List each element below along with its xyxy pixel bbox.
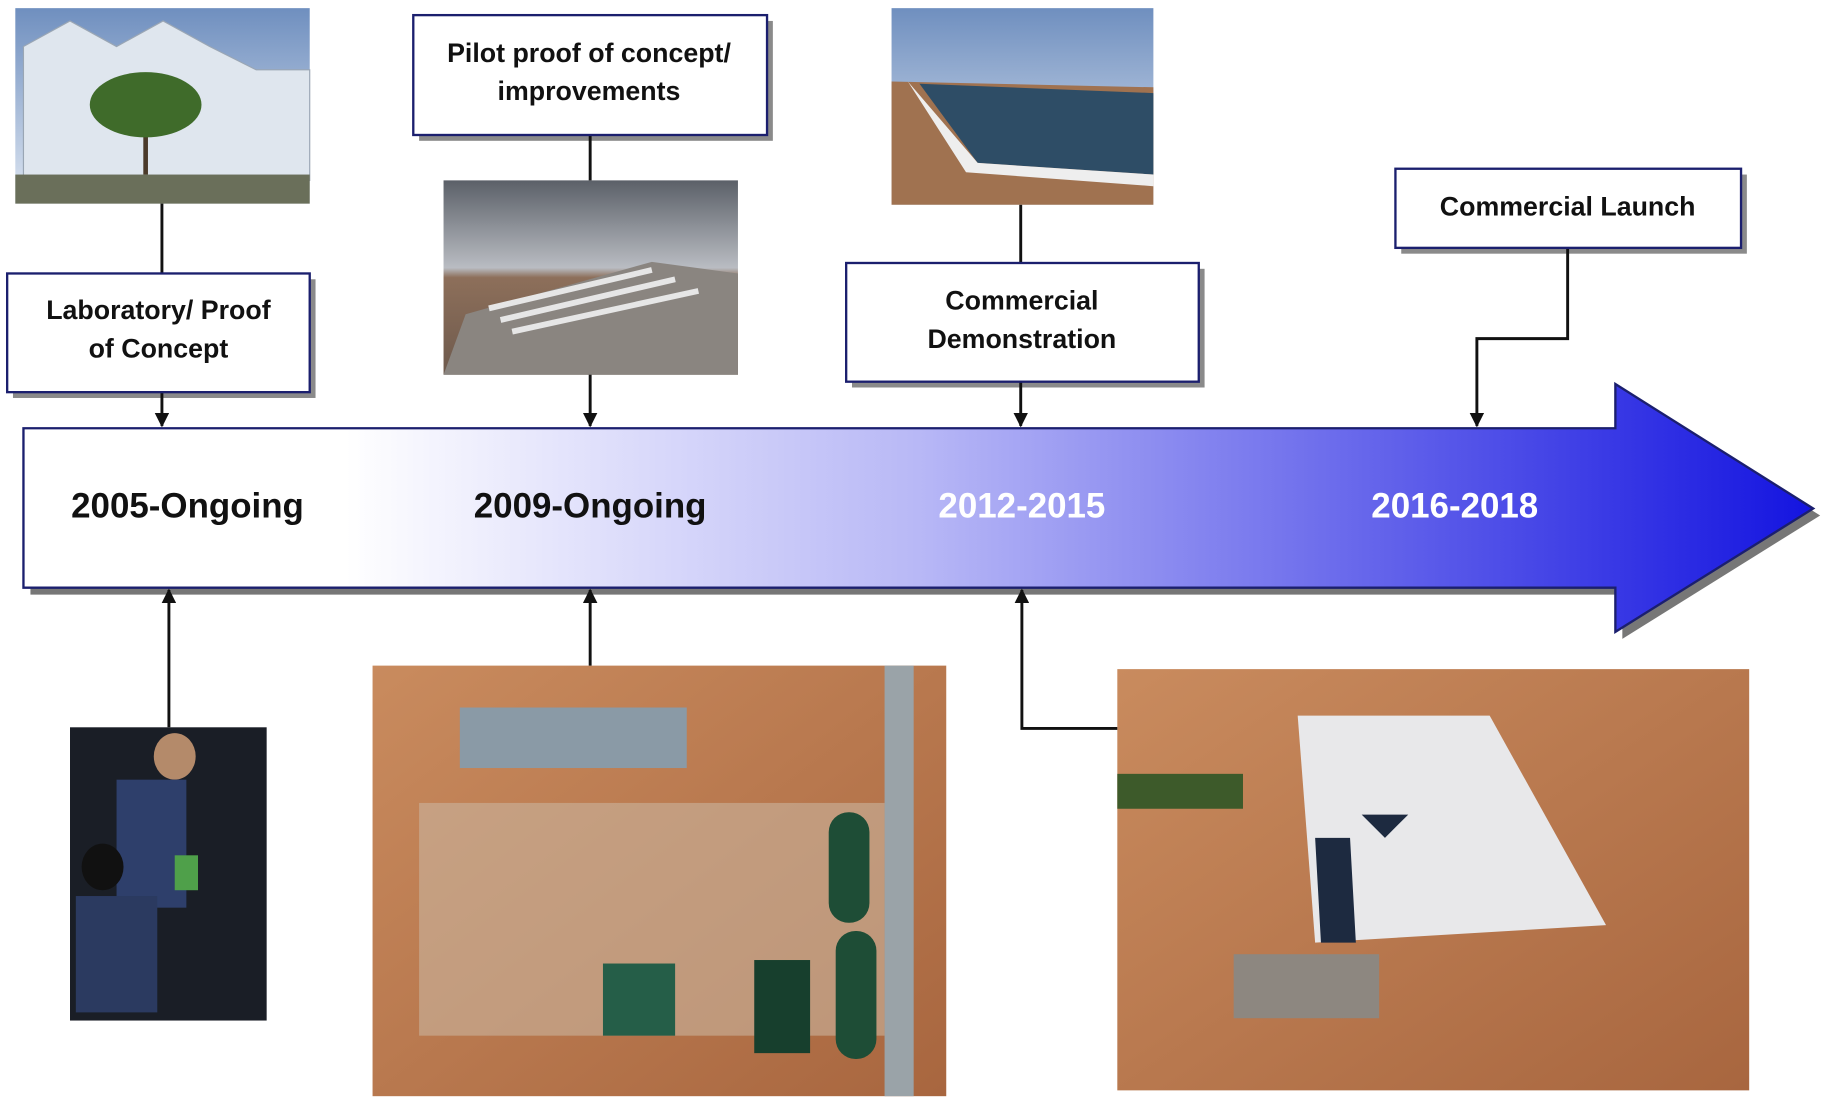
stage-label: Commercial [945,286,1098,316]
photo-lab [70,727,267,1020]
stage-label: improvements [498,76,681,106]
stage-label: Demonstration [928,324,1117,354]
stage-label: Pilot proof of concept/ [447,38,731,68]
stage-period: 2016-2018 [1371,487,1538,526]
stage-label: Commercial Launch [1440,191,1696,221]
stage-period: 2012-2015 [938,487,1105,526]
stage-period: 2009-Ongoing [474,487,707,526]
timeline-diagram: Laboratory/ Proof of Concept Pilot proof… [0,0,1825,1102]
stage-label: Laboratory/ Proof [46,295,271,325]
stage-period: 2005-Ongoing [71,487,304,526]
photo-commercial-site [1117,669,1749,1090]
photo-pilot-site [444,180,738,374]
stage-label: of Concept [89,333,229,363]
stage-box [413,15,767,135]
stage-box [846,263,1199,382]
photo-greenhouse [15,8,309,203]
photo-test-facility [373,666,947,1097]
photo-pond [892,8,1154,205]
